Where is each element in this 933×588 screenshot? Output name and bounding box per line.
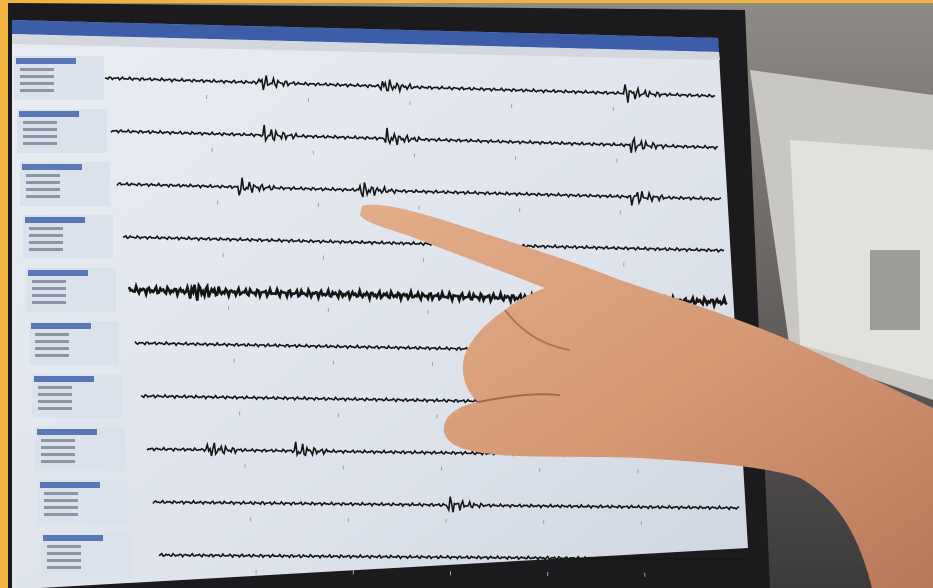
channel-label-line bbox=[47, 552, 81, 555]
page: {} (() => { const ns = 'http://www.w3.o bbox=[0, 0, 933, 588]
channel-label-line bbox=[38, 386, 72, 389]
channel-label-line bbox=[44, 513, 78, 516]
channel-label-line bbox=[32, 287, 66, 290]
channel-label-line bbox=[32, 280, 66, 283]
channel-label-line bbox=[41, 453, 75, 456]
channel-label-title bbox=[37, 429, 97, 435]
channel-label-title bbox=[25, 217, 85, 223]
channel-label-line bbox=[23, 142, 57, 145]
channel-label-line bbox=[35, 354, 69, 357]
channel-label-line bbox=[20, 82, 54, 85]
channel-label-line bbox=[47, 566, 81, 569]
channel-label-line bbox=[29, 248, 63, 251]
channel-label-line bbox=[41, 446, 75, 449]
channel-label-line bbox=[35, 340, 69, 343]
channel-label-title bbox=[16, 58, 76, 64]
channel-label-line bbox=[26, 181, 60, 184]
channel-label-line bbox=[47, 545, 81, 548]
channel-label-line bbox=[41, 439, 75, 442]
channel-label-line bbox=[35, 347, 69, 350]
channel-label-line bbox=[44, 499, 78, 502]
channel-label-line bbox=[26, 188, 60, 191]
channel-label-line bbox=[38, 407, 72, 410]
channel-label-line bbox=[29, 234, 63, 237]
channel-label-line bbox=[26, 174, 60, 177]
channel-label-line bbox=[29, 241, 63, 244]
channel-label-title bbox=[40, 482, 100, 488]
channel-label-line bbox=[23, 135, 57, 138]
channel-label-line bbox=[35, 333, 69, 336]
channel-label-line bbox=[38, 400, 72, 403]
channel-label-line bbox=[26, 195, 60, 198]
channel-label-title bbox=[22, 164, 82, 170]
channel-label-title bbox=[19, 111, 79, 117]
channel-label-line bbox=[32, 294, 66, 297]
side-window-content bbox=[870, 250, 920, 330]
channel-label-title bbox=[31, 323, 91, 329]
channel-label-title bbox=[28, 270, 88, 276]
channel-label-line bbox=[38, 393, 72, 396]
channel-label-line bbox=[20, 89, 54, 92]
channel-label-line bbox=[47, 559, 81, 562]
channel-label-title bbox=[43, 535, 103, 541]
channel-label-line bbox=[44, 492, 78, 495]
channel-label-line bbox=[41, 460, 75, 463]
channel-label-title bbox=[34, 376, 94, 382]
channel-label-line bbox=[23, 121, 57, 124]
channel-label-line bbox=[20, 75, 54, 78]
channel-label-line bbox=[29, 227, 63, 230]
photo bbox=[0, 0, 933, 588]
channel-label-line bbox=[32, 301, 66, 304]
channel-label-line bbox=[23, 128, 57, 131]
channel-label-line bbox=[44, 506, 78, 509]
channel-label-line bbox=[20, 68, 54, 71]
